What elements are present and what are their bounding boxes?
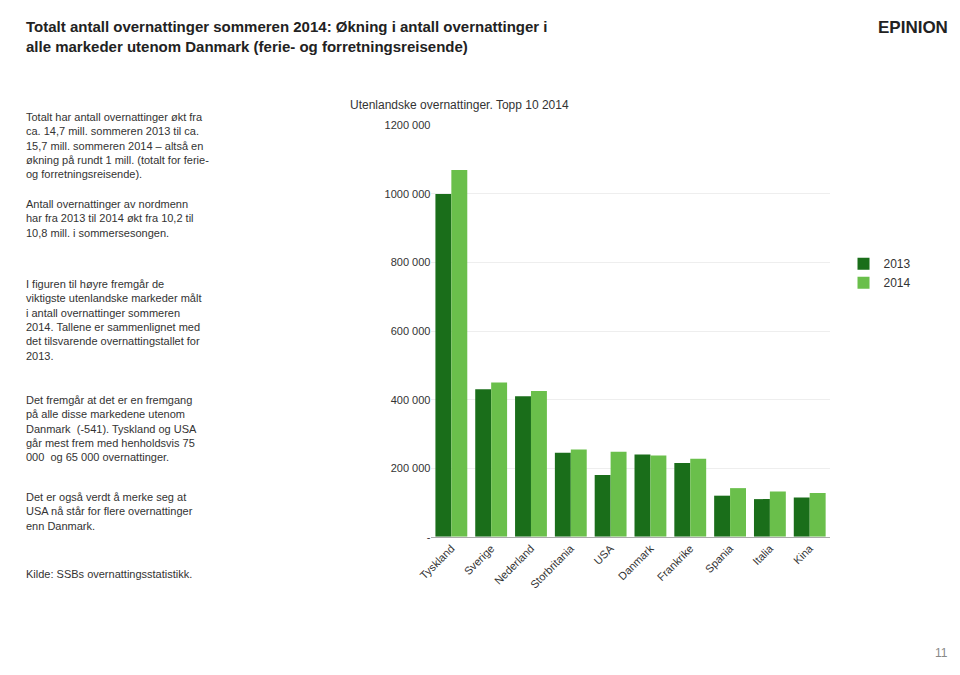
- svg-text:Storbritania: Storbritania: [528, 542, 577, 591]
- svg-text:400 000: 400 000: [391, 394, 431, 406]
- svg-text:11: 11: [935, 646, 948, 660]
- svg-text:Sverige: Sverige: [462, 542, 497, 577]
- svg-text:-: -: [427, 531, 431, 543]
- svg-text:EPINION: EPINION: [878, 18, 948, 37]
- svg-text:Det fremgår at det er en fremg: Det fremgår at det er en fremgangpå alle…: [26, 394, 197, 463]
- svg-text:Totalt antall overnattinger so: Totalt antall overnattinger sommeren 201…: [26, 18, 548, 55]
- svg-text:Antall overnattinger av nordme: Antall overnattinger av nordmennhar fra …: [26, 198, 194, 239]
- svg-text:Utenlandske overnattinger. Top: Utenlandske overnattinger. Topp 10 2014: [350, 98, 569, 112]
- svg-text:Totalt har antall overnattinge: Totalt har antall overnattinger økt frac…: [26, 111, 209, 180]
- svg-text:1200 000: 1200 000: [385, 119, 431, 131]
- svg-text:2013: 2013: [884, 257, 911, 271]
- svg-text:I figuren til høyre fremgår de: I figuren til høyre fremgår deviktigste …: [26, 278, 201, 362]
- svg-text:Nederland: Nederland: [492, 542, 536, 586]
- svg-text:Italia: Italia: [750, 542, 776, 568]
- svg-text:200 000: 200 000: [391, 462, 431, 474]
- svg-text:Tyskland: Tyskland: [417, 542, 456, 581]
- svg-text:Danmark: Danmark: [616, 542, 656, 582]
- svg-text:Det er også verdt å merke seg: Det er også verdt å merke seg atUSA nå s…: [26, 491, 193, 532]
- svg-text:2014: 2014: [884, 276, 911, 290]
- svg-text:600 000: 600 000: [391, 325, 431, 337]
- svg-text:Kina: Kina: [791, 542, 816, 567]
- svg-text:1000 000: 1000 000: [385, 188, 431, 200]
- svg-text:Kilde: SSBs overnattingsstatis: Kilde: SSBs overnattingsstatistikk.: [26, 568, 192, 580]
- svg-text:USA: USA: [591, 542, 616, 567]
- svg-text:Frankrike: Frankrike: [655, 542, 696, 583]
- svg-text:800 000: 800 000: [391, 256, 431, 268]
- svg-text:Spania: Spania: [703, 542, 736, 575]
